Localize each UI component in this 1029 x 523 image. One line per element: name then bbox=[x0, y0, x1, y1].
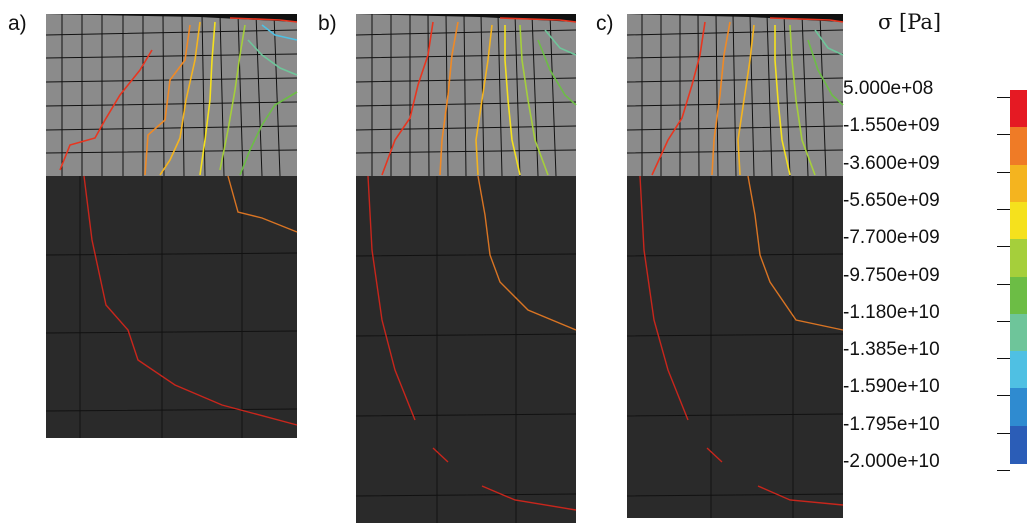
legend-tick-mark bbox=[997, 470, 1010, 471]
panel-label-c: c) bbox=[596, 12, 614, 35]
legend-tick-label: -1.550e+09 bbox=[843, 115, 940, 137]
color-bar-segment bbox=[1010, 201, 1027, 241]
legend-tick-label: -2.000e+10 bbox=[843, 451, 940, 472]
legend-tick-label: -5.650e+09 bbox=[843, 189, 940, 211]
legend-title: σ [Pa] bbox=[878, 10, 942, 34]
legend-tick-mark bbox=[997, 320, 1010, 322]
panel-label-b: b) bbox=[318, 12, 337, 35]
legend-tick-mark bbox=[997, 358, 1010, 360]
color-bar-segment bbox=[1010, 276, 1027, 315]
panel-c-bottom-mesh bbox=[626, 175, 844, 518]
color-bar-segment bbox=[1010, 127, 1027, 166]
color-bar-segment bbox=[1010, 90, 1027, 129]
color-bar-segment bbox=[1010, 425, 1027, 464]
color-bar-segment bbox=[1010, 351, 1027, 390]
legend-tick-mark bbox=[997, 395, 1010, 397]
color-bar-segment bbox=[1010, 164, 1027, 203]
legend-tick-label: -9.750e+09 bbox=[843, 264, 940, 286]
panel-b-bottom-mesh bbox=[355, 175, 577, 523]
legend-tick-label: 5.000e+08 bbox=[843, 78, 934, 99]
panel-a-bottom-mesh bbox=[45, 175, 298, 438]
legend-tick-mark bbox=[997, 283, 1010, 285]
legend-tick-mark bbox=[997, 208, 1010, 210]
legend-tick-mark bbox=[997, 134, 1010, 136]
legend-tick-label: -1.385e+10 bbox=[843, 339, 940, 361]
legend-tick-label: -1.795e+10 bbox=[843, 413, 940, 435]
legend-tick-label: -1.590e+10 bbox=[843, 376, 940, 398]
panel-b-top-mesh bbox=[355, 13, 577, 177]
legend-tick-mark bbox=[997, 171, 1010, 173]
panel-label-a: a) bbox=[8, 12, 27, 35]
color-bar-segment bbox=[1010, 388, 1027, 427]
legend-tick-mark bbox=[997, 97, 1010, 98]
panel-c-top-mesh bbox=[626, 13, 844, 177]
legend-tick-label: -1.180e+10 bbox=[843, 301, 940, 323]
legend-tick-label: -7.700e+09 bbox=[843, 227, 940, 249]
color-bar-segment bbox=[1010, 313, 1027, 353]
panel-a-top-mesh bbox=[45, 13, 298, 177]
color-bar-segment bbox=[1010, 239, 1027, 278]
legend-tick-label: -3.600e+09 bbox=[843, 152, 940, 174]
legend-tick-mark bbox=[997, 432, 1010, 434]
legend-tick-mark bbox=[997, 246, 1010, 248]
